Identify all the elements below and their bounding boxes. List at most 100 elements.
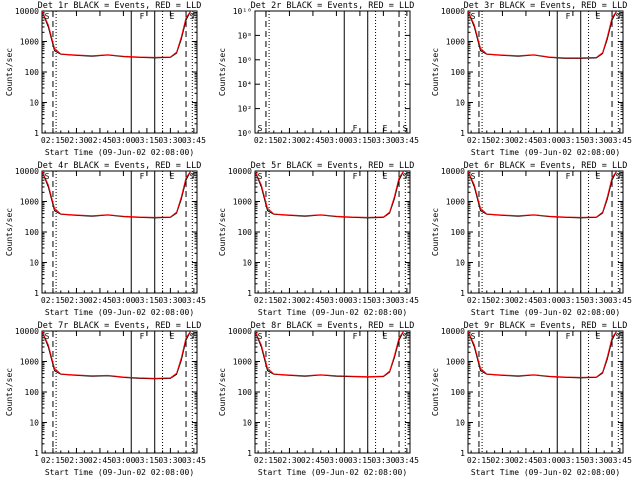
x-axis-label: Start Time (09-Jun-02 02:08:00) — [45, 468, 194, 477]
y-tick-label: 1000 — [446, 198, 465, 207]
y-tick-label: 10 — [29, 419, 39, 428]
x-tick-label: 03:30 — [158, 136, 182, 145]
x-tick-label: 03:15 — [561, 296, 585, 305]
flag-marker: S — [616, 12, 621, 21]
x-axis-label: Start Time (09-Jun-02 02:08:00) — [45, 148, 194, 157]
y-tick-label: 1000 — [446, 358, 465, 367]
y-tick-label: 1 — [460, 289, 465, 298]
series-line-lld — [42, 331, 197, 379]
y-tick-label: 1000 — [20, 358, 39, 367]
x-tick-label: 03:45 — [182, 456, 206, 465]
y-axis-label: Counts/sec — [431, 208, 440, 256]
x-tick-label: 03:00 — [324, 296, 348, 305]
detector-panel-7: Det 7r BLACK = Events, RED = LLD Counts/s… — [5, 321, 206, 477]
y-tick-label: 10⁴ — [238, 80, 252, 89]
plot-frame — [254, 10, 411, 134]
series-line-lld — [255, 171, 410, 218]
x-tick-label: 02:15 — [41, 136, 65, 145]
y-axis-label: Counts/sec — [5, 48, 14, 96]
detector-panel-6: Det 6r BLACK = Events, RED = LLD Counts/s… — [431, 161, 632, 317]
x-tick-label: 03:00 — [111, 456, 135, 465]
flag-marker: E — [596, 332, 601, 341]
x-tick-label: 02:15 — [254, 136, 278, 145]
flag-marker: S — [616, 332, 621, 341]
detector-panel-1: Det 1r BLACK = Events, RED = LLD Counts/s… — [5, 1, 206, 157]
x-tick-label: 02:30 — [64, 296, 88, 305]
panel-title: Det 1r BLACK = Events, RED = LLD — [38, 1, 202, 11]
y-tick-label: 1 — [34, 289, 39, 298]
panel-title: Det 2r BLACK = Events, RED = LLD — [251, 1, 415, 11]
x-tick-label: 03:15 — [561, 456, 585, 465]
x-tick-label: 03:15 — [135, 456, 159, 465]
y-tick-label: 10 — [455, 419, 465, 428]
x-tick-label: 02:45 — [88, 456, 112, 465]
x-tick-label: 03:45 — [608, 136, 632, 145]
y-tick-label: 1000 — [446, 38, 465, 47]
y-tick-label: 10 — [455, 259, 465, 268]
y-tick-label: 10000 — [15, 167, 39, 176]
plot-frame — [467, 330, 624, 454]
flag-marker: S — [45, 172, 50, 181]
series-group — [42, 171, 197, 219]
flag-marker: S — [190, 172, 195, 181]
y-tick-label: 10 — [242, 419, 252, 428]
x-tick-label: 02:45 — [88, 296, 112, 305]
x-tick-label: 02:30 — [277, 136, 301, 145]
flag-marker: S — [258, 332, 263, 341]
detector-panel-2: Det 2r BLACK = Events, RED = LLD Counts/s… — [218, 1, 419, 145]
panel-title: Det 5r BLACK = Events, RED = LLD — [251, 161, 415, 171]
x-tick-label: 03:00 — [537, 136, 561, 145]
y-axis-label: Counts/sec — [218, 208, 227, 256]
x-tick-label: 03:00 — [111, 136, 135, 145]
y-axis-label: Counts/sec — [431, 48, 440, 96]
x-tick-label: 03:15 — [561, 136, 585, 145]
y-tick-label: 1000 — [233, 358, 252, 367]
x-tick-label: 03:30 — [371, 456, 395, 465]
detector-panel-3: Det 3r BLACK = Events, RED = LLD Counts/s… — [431, 1, 632, 157]
y-tick-label: 1 — [460, 129, 465, 138]
series-line-lld — [255, 331, 410, 378]
y-tick-label: 10 — [242, 259, 252, 268]
x-tick-label: 02:15 — [467, 456, 491, 465]
flag-marker: F — [353, 332, 358, 341]
y-tick-label: 1 — [247, 289, 252, 298]
y-tick-label: 1 — [34, 129, 39, 138]
x-axis-label: Start Time (09-Jun-02 02:08:00) — [471, 308, 620, 317]
series-line-lld — [468, 11, 623, 59]
x-tick-label: 03:00 — [324, 136, 348, 145]
y-axis-label: Counts/sec — [5, 368, 14, 416]
x-tick-label: 03:30 — [371, 296, 395, 305]
x-tick-label: 03:45 — [395, 136, 419, 145]
x-tick-label: 03:00 — [324, 456, 348, 465]
y-tick-label: 100 — [25, 388, 40, 397]
detector-panel-8: Det 8r BLACK = Events, RED = LLD Counts/s… — [218, 321, 419, 477]
y-tick-label: 1 — [34, 449, 39, 458]
y-axis-label: Counts/sec — [5, 208, 14, 256]
y-axis-label: Counts/sec — [431, 368, 440, 416]
y-tick-label: 1 — [460, 449, 465, 458]
y-tick-label: 10⁰ — [238, 129, 252, 138]
x-tick-label: 03:45 — [608, 296, 632, 305]
flag-marker: S — [258, 172, 263, 181]
x-tick-label: 02:30 — [277, 456, 301, 465]
flag-marker: F — [140, 12, 145, 21]
x-tick-label: 03:30 — [371, 136, 395, 145]
y-axis-label: Counts/sec — [218, 48, 227, 96]
y-tick-label: 100 — [25, 228, 40, 237]
y-tick-label: 1000 — [20, 198, 39, 207]
panel-title: Det 3r BLACK = Events, RED = LLD — [464, 1, 628, 11]
y-tick-label: 10000 — [228, 327, 252, 336]
flag-marker: S — [403, 124, 408, 133]
flag-marker: E — [170, 332, 175, 341]
x-axis-label: Start Time (09-Jun-02 02:08:00) — [258, 308, 407, 317]
y-tick-label: 100 — [451, 228, 466, 237]
x-tick-label: 02:15 — [467, 296, 491, 305]
y-tick-label: 10⁸ — [238, 31, 252, 40]
y-tick-label: 10² — [238, 105, 252, 114]
flag-marker: S — [45, 332, 50, 341]
flag-marker: F — [566, 332, 571, 341]
y-tick-label: 10 — [29, 99, 39, 108]
flag-marker: F — [353, 172, 358, 181]
panel-title: Det 4r BLACK = Events, RED = LLD — [38, 161, 202, 171]
